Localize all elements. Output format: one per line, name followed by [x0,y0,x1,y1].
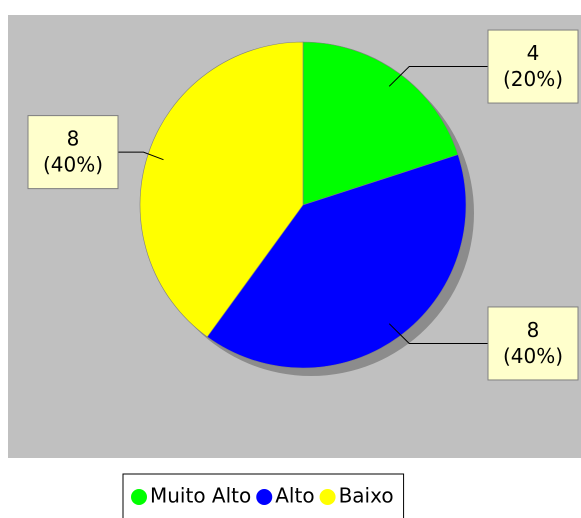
data-label: (40%) [503,344,563,368]
legend-marker [319,489,336,505]
leader-line [388,323,488,344]
pie-slice [206,154,467,369]
legend-label: Alto [275,484,314,508]
pie-slice [302,41,459,206]
legend-marker [131,489,147,505]
data-label: 8 [67,127,80,151]
data-label: 8 [527,318,540,342]
label-box [27,115,119,190]
label-box [487,306,579,381]
data-label: 4 [527,41,540,65]
legend-label: Muito Alto [150,484,251,508]
label-box [487,29,579,104]
leader-line [118,151,164,161]
pie-slice [139,41,304,338]
data-label: (20%) [503,67,563,91]
legend-marker [256,489,273,505]
data-label: (40%) [43,153,103,177]
legend-label: Baixo [339,484,394,508]
leader-line [388,66,488,87]
